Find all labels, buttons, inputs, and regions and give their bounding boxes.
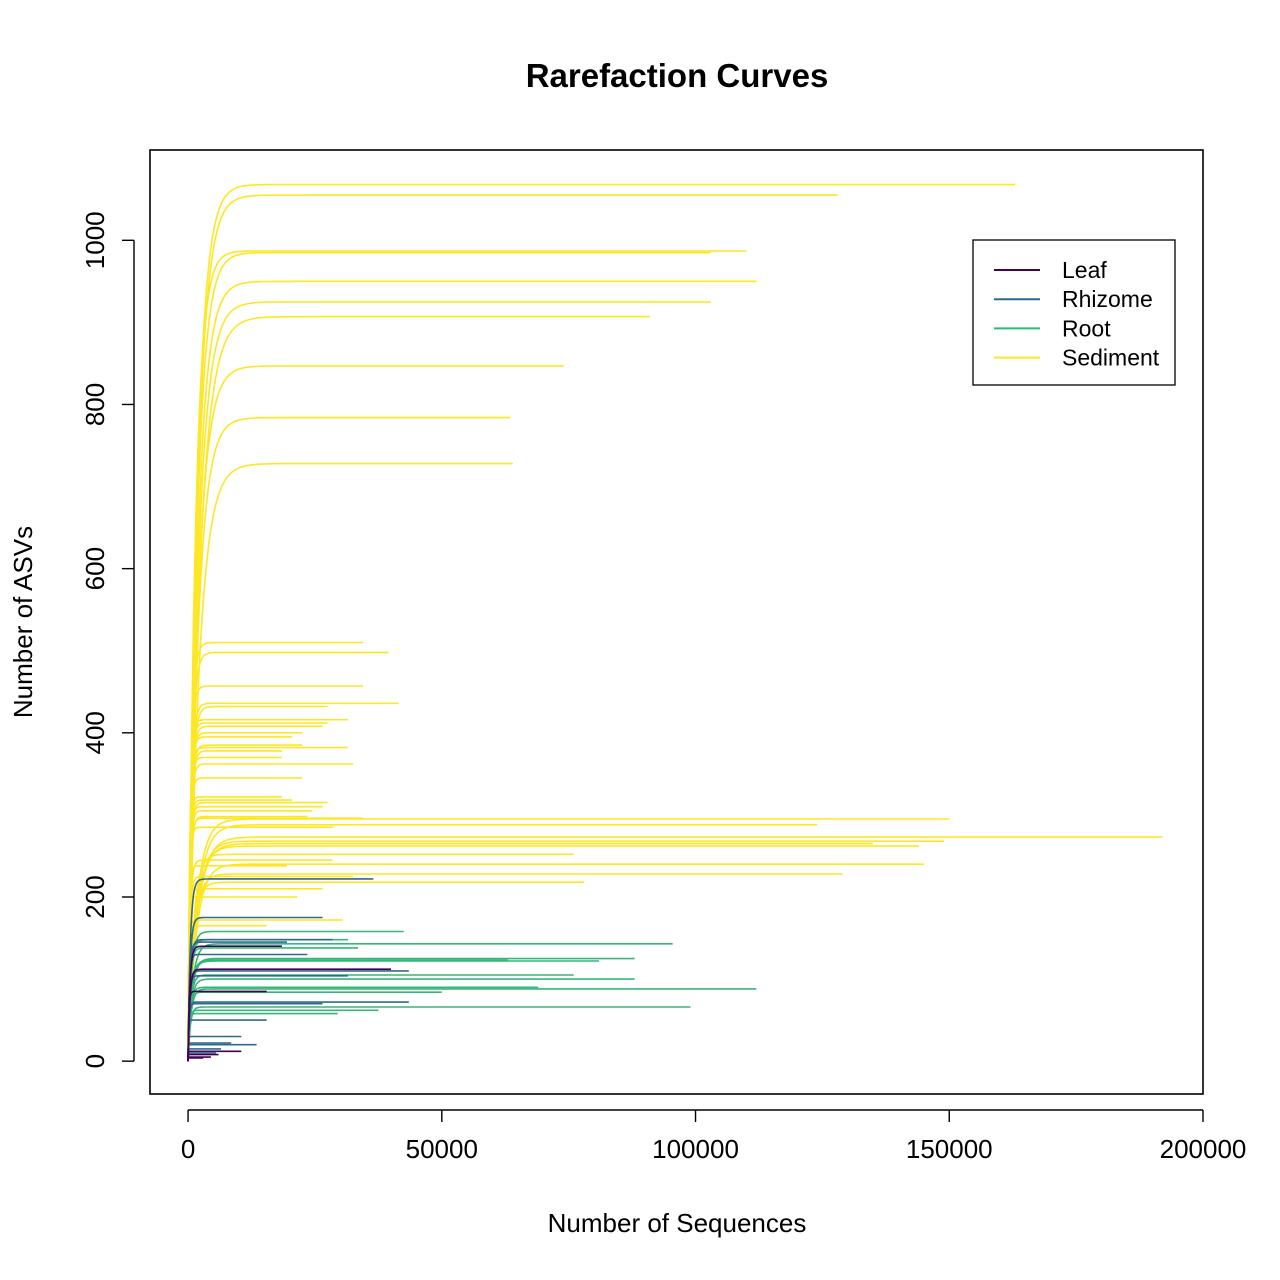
x-tick-label: 0: [181, 1134, 195, 1164]
rhizome-curve-9: [187, 1002, 323, 1062]
root-curve-7: [187, 986, 539, 1062]
x-axis-label: Number of Sequences: [548, 1208, 807, 1238]
sediment-curve-30: [187, 805, 323, 1062]
y-tick-label: 400: [80, 711, 110, 754]
leaf-curve-7: [187, 990, 267, 1062]
sediment-curve-9: [187, 416, 511, 1062]
y-tick-label: 0: [80, 1054, 110, 1068]
y-axis-label: Number of ASVs: [8, 526, 38, 718]
rhizome-curve-15: [187, 1043, 257, 1062]
sediment-curve-28: [187, 799, 293, 1062]
x-tick-label: 50000: [406, 1134, 478, 1164]
legend-label-leaf: Leaf: [1062, 257, 1107, 283]
sediment-curve-34: [187, 818, 950, 1062]
plot-frame: [149, 149, 1204, 1095]
leaf-curve-4: [187, 1057, 204, 1062]
root-curve-11: [187, 930, 404, 1062]
sediment-curve-15: [187, 705, 328, 1062]
sediment-curve-50: [187, 919, 343, 1062]
x-tick-label: 100000: [652, 1134, 739, 1164]
sediment-curve-45: [187, 873, 843, 1062]
y-tick-label: 600: [80, 547, 110, 590]
sediment-curve-35: [187, 823, 818, 1062]
legend-label-sediment: Sediment: [1062, 345, 1160, 371]
root-curve-1: [187, 942, 673, 1062]
x-tick-label: 200000: [1160, 1134, 1247, 1164]
root-curve-6: [187, 978, 635, 1062]
sediment-curve-4: [187, 251, 711, 1062]
sediment-curve-3: [187, 250, 747, 1062]
root-curve-10: [187, 1006, 691, 1062]
sediment-curve-8: [187, 365, 564, 1062]
rhizome-curve-8: [187, 1001, 409, 1062]
sediment-curve-1: [187, 183, 1016, 1062]
sediment-curve-43: [187, 863, 924, 1062]
sediment-curve-31: [187, 809, 313, 1062]
sediment-curve-25: [187, 763, 353, 1062]
sediment-curve-36: [187, 826, 333, 1062]
sediment-curve-5: [187, 280, 757, 1062]
curves-group: [187, 183, 1163, 1062]
y-tick-label: 1000: [80, 211, 110, 269]
rhizome-curve-1: [187, 878, 374, 1062]
leaf-curve-1: [187, 1050, 242, 1062]
sediment-curve-6: [187, 301, 711, 1062]
sediment-curve-2: [187, 194, 838, 1062]
sediment-curve-12: [187, 651, 389, 1062]
root-curve-15: [187, 1012, 338, 1062]
rhizome-curve-6: [187, 970, 409, 1062]
sediment-curve-40: [187, 845, 919, 1062]
sediment-curve-20: [187, 736, 293, 1062]
x-tick-label: 150000: [906, 1134, 993, 1164]
leaf-curve-6: [187, 968, 391, 1062]
root-curve-8: [187, 988, 757, 1062]
leaf-curve-5: [187, 945, 282, 1062]
chart-title: Rarefaction Curves: [526, 57, 829, 94]
sediment-curve-37: [187, 836, 1163, 1062]
sediment-curve-49: [187, 896, 298, 1062]
legend-box: [972, 239, 1176, 386]
y-tick-label: 800: [80, 383, 110, 426]
x-axis: 0 50000 100000 150000 200000: [181, 1109, 1247, 1164]
legend: Leaf Rhizome Root Sediment: [972, 239, 1176, 386]
legend-label-rhizome: Rhizome: [1062, 286, 1153, 312]
y-tick-label: 200: [80, 875, 110, 918]
legend-label-root: Root: [1062, 315, 1111, 341]
sediment-curve-7: [187, 315, 650, 1062]
y-axis: 0 200 400 600 800 1000: [80, 211, 135, 1068]
sediment-curve-44: [187, 864, 287, 1062]
sediment-curve-41: [187, 853, 574, 1062]
